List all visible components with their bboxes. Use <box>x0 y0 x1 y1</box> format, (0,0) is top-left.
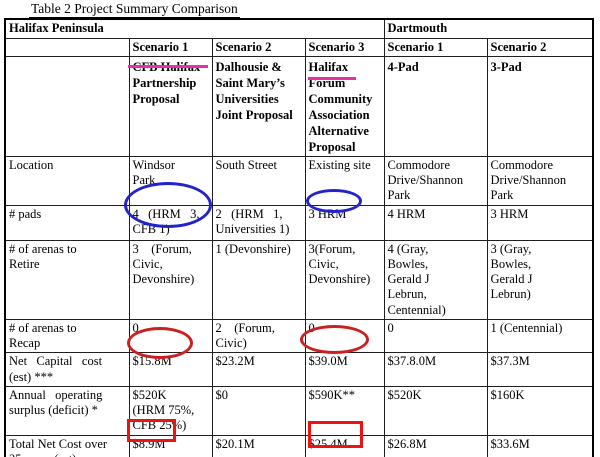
scenario-header-row: Scenario 1 Scenario 2 Scenario 3 Scenari… <box>4 37 594 57</box>
proposal-3-pad: 3-Pad <box>486 55 594 157</box>
cell: $520K (HRM 75%, CFB 25%) <box>128 385 213 436</box>
scenario-header: Scenario 2 <box>211 37 306 57</box>
cell: $26.8M <box>383 434 488 457</box>
cell: $160K <box>486 385 594 436</box>
proposal-halifax-forum: Halifax Forum Community Association Alte… <box>304 55 385 157</box>
row-label: # of arenas to Retire <box>4 239 130 320</box>
cell: Commodore Drive/Shannon Park <box>383 155 488 206</box>
row-annual-operating-surplus: Annual operating surplus (deficit) * $52… <box>4 385 594 436</box>
cell: Commodore Drive/Shannon Park <box>486 155 594 206</box>
cell: $37.8.0M <box>383 352 488 387</box>
proposal-4-pad: 4-Pad <box>383 55 488 157</box>
cell: $25.4M <box>304 434 385 457</box>
region-header-row: Halifax Peninsula Dartmouth <box>4 18 594 39</box>
cell: $0 <box>211 385 306 436</box>
row-label: Annual operating surplus (deficit) * <box>4 385 130 436</box>
cell: 2 (Forum, Civic) <box>211 318 306 354</box>
cell: 2 (HRM 1, Universities 1) <box>211 204 306 241</box>
row-pads: # pads 4 (HRM 3, CFB 1) 2 (HRM 1, Univer… <box>4 204 594 241</box>
cell: $39.0M <box>304 352 385 387</box>
cell: Windsor Park <box>128 155 213 206</box>
row-arenas-retire: # of arenas to Retire 3 (Forum, Civic, D… <box>4 239 594 320</box>
cell: 4 (HRM 3, CFB 1) <box>128 204 213 241</box>
cell: $37.3M <box>486 352 594 387</box>
cell: $8.9M <box>128 434 213 457</box>
cell: 3 HRM <box>304 204 385 241</box>
cell: $20.1M <box>211 434 306 457</box>
cell: $590K** <box>304 385 385 436</box>
corner-cell <box>4 37 130 57</box>
row-label: Location <box>4 155 130 206</box>
cell: 3 (Gray, Bowles, Gerald J Lebrun) <box>486 239 594 320</box>
cell: 0 <box>383 318 488 354</box>
cell: $33.6M <box>486 434 594 457</box>
cell: 0 <box>304 318 385 354</box>
row-arenas-recap: # of arenas to Recap 0 2 (Forum, Civic) … <box>4 318 594 354</box>
scenario-header: Scenario 3 <box>304 37 385 57</box>
cell: 4 (Gray, Bowles, Gerald J Lebrun, Centen… <box>383 239 488 320</box>
cell: 3 HRM <box>486 204 594 241</box>
cell: 0 <box>128 318 213 354</box>
row-label: # pads <box>4 204 130 241</box>
proposal-cfb-halifax: CFB Halifax Partnership Proposal <box>128 55 213 157</box>
cell: $15.8M <box>128 352 213 387</box>
corner-cell <box>4 55 130 157</box>
scenario-header: Scenario 1 <box>383 37 488 57</box>
cell: $520K <box>383 385 488 436</box>
cell: 4 HRM <box>383 204 488 241</box>
region-header-halifax: Halifax Peninsula <box>4 18 385 39</box>
row-label: Net Capital cost (est) *** <box>4 352 130 387</box>
cell: 3(Forum, Civic, Devonshire) <box>304 239 385 320</box>
cell: Existing site <box>304 155 385 206</box>
scenario-header: Scenario 2 <box>486 37 594 57</box>
proposal-universities: Dalhousie & Saint Mary’s Universities Jo… <box>211 55 306 157</box>
scenario-header: Scenario 1 <box>128 37 213 57</box>
cell: $23.2M <box>211 352 306 387</box>
cell: 3 (Forum, Civic, Devonshire) <box>128 239 213 320</box>
project-summary-table: Halifax Peninsula Dartmouth Scenario 1 S… <box>4 18 594 457</box>
cell: 1 (Centennial) <box>486 318 594 354</box>
proposal-header-row: CFB Halifax Partnership Proposal Dalhous… <box>4 55 594 157</box>
table-title: Table 2 Project Summary Comparison <box>29 1 240 18</box>
row-total-net-cost: Total Net Cost over 25 years (est) $8.9M… <box>4 434 594 457</box>
row-location: Location Windsor Park South Street Exist… <box>4 155 594 206</box>
cell: South Street <box>211 155 306 206</box>
region-header-dartmouth: Dartmouth <box>383 18 594 39</box>
row-net-capital-cost: Net Capital cost (est) *** $15.8M $23.2M… <box>4 352 594 387</box>
cell: 1 (Devonshire) <box>211 239 306 320</box>
row-label: # of arenas to Recap <box>4 318 130 354</box>
row-label: Total Net Cost over 25 years (est) <box>4 434 130 457</box>
